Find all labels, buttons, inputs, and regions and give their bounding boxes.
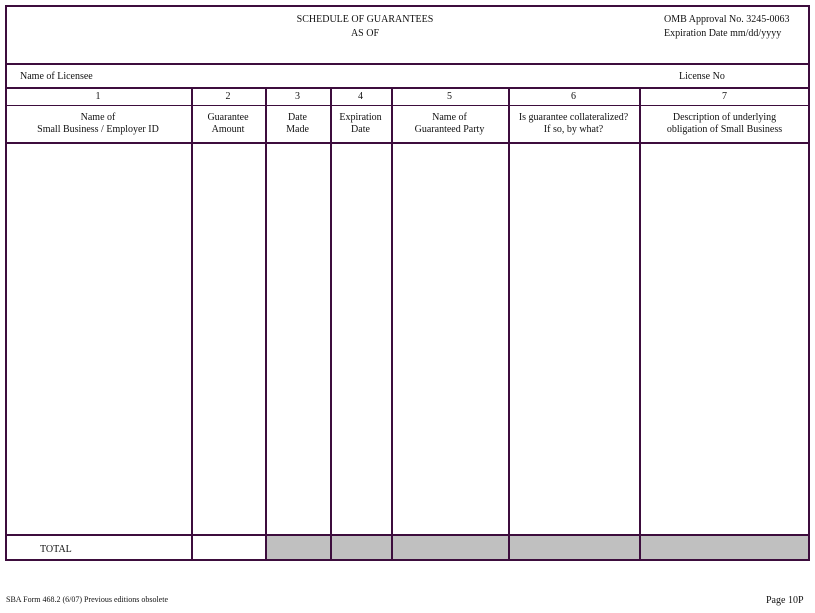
column-header-line: Small Business / Employer ID [37, 124, 159, 135]
column-header-line: Date [351, 124, 370, 135]
column-header: Date Made [265, 106, 330, 142]
column-header-line: Description of underlying [672, 112, 777, 123]
form-frame [5, 5, 810, 561]
column-entry-area[interactable] [193, 144, 265, 534]
column-header-line: Is guarantee collateralized? [518, 112, 629, 123]
column-number: 5 [447, 91, 452, 102]
column-header-line: Guaranteed Party [414, 124, 485, 135]
total-amount-field[interactable] [193, 536, 265, 559]
page-number: Page 10P [766, 595, 804, 606]
column-header: Guarantee Amount [191, 106, 265, 142]
column-entry-area[interactable] [267, 144, 330, 534]
column-number: 1 [95, 91, 101, 102]
column-number: 6 [571, 91, 576, 102]
expiration-date: Expiration Date mm/dd/yyyy [664, 28, 782, 39]
total-shaded [266, 536, 808, 559]
column-header-line: Date [288, 112, 307, 123]
column-number: 3 [295, 91, 300, 102]
column-entry-area[interactable] [393, 144, 508, 534]
as-of-label: AS OF [350, 28, 380, 39]
column-entry-area[interactable] [7, 144, 191, 534]
form-number: SBA Form 468.2 (6/07) Previous editions … [6, 595, 168, 604]
column-header: Description of underlying obligation of S… [639, 106, 810, 142]
license-no-field[interactable]: License No [679, 71, 725, 82]
column-header-line: Expiration [339, 112, 382, 123]
column-header-line: obligation of Small Business [666, 124, 783, 135]
column-number: 4 [358, 91, 363, 102]
column-entry-area[interactable] [641, 144, 810, 534]
column-header-line: Guarantee [207, 112, 249, 123]
column-number: 7 [722, 91, 727, 102]
column-header: Name of Small Business / Employer ID [5, 106, 191, 142]
column-entry-area[interactable] [510, 144, 639, 534]
column-header: Expiration Date [330, 106, 391, 142]
column-header: Name of Guaranteed Party [391, 106, 508, 142]
omb-approval: OMB Approval No. 3245-0063 [664, 14, 790, 25]
column-header-line: Name of [80, 112, 116, 123]
column-header-line: Name of [432, 112, 467, 123]
name-of-licensee-field[interactable]: Name of Licensee [20, 71, 93, 82]
column-header: Is guarantee collateralized? If so, by wh… [508, 106, 639, 142]
form-title: SCHEDULE OF GUARANTEES [296, 14, 434, 25]
column-number: 2 [225, 91, 231, 102]
column-header-line: If so, by what? [543, 124, 604, 135]
column-header-line: Amount [211, 124, 245, 135]
column-entry-area[interactable] [332, 144, 391, 534]
total-label: TOTAL [40, 544, 72, 555]
column-header-line: Made [286, 124, 309, 135]
